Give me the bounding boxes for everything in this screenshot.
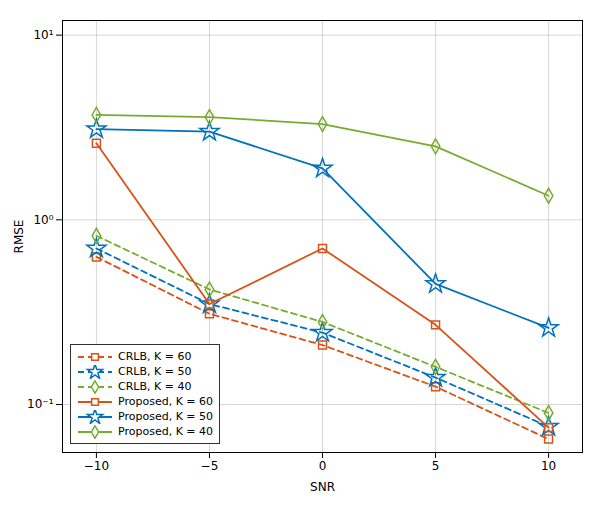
svg-text:0: 0 bbox=[319, 459, 327, 473]
svg-text:RMSE: RMSE bbox=[12, 220, 26, 254]
html-text:Proposed, K = 50: Proposed, K = 50 bbox=[118, 410, 214, 423]
html-text:CRLB, K = 50: CRLB, K = 50 bbox=[118, 365, 192, 378]
html-text:Proposed, K = 40: Proposed, K = 40 bbox=[118, 425, 214, 438]
svg-text:−10: −10 bbox=[84, 459, 109, 473]
svg-text:10¹: 10¹ bbox=[33, 28, 53, 42]
html-text:CRLB, K = 60: CRLB, K = 60 bbox=[118, 350, 192, 363]
svg-text:5: 5 bbox=[432, 459, 440, 473]
html-text:Proposed, K = 60: Proposed, K = 60 bbox=[118, 395, 214, 408]
svg-text:SNR: SNR bbox=[310, 480, 335, 494]
svg-text:10⁰: 10⁰ bbox=[33, 213, 53, 227]
html-text:CRLB, K = 40: CRLB, K = 40 bbox=[118, 380, 192, 393]
svg-text:−5: −5 bbox=[201, 459, 219, 473]
svg-text:10⁻¹: 10⁻¹ bbox=[27, 397, 54, 411]
svg-text:10: 10 bbox=[541, 459, 556, 473]
